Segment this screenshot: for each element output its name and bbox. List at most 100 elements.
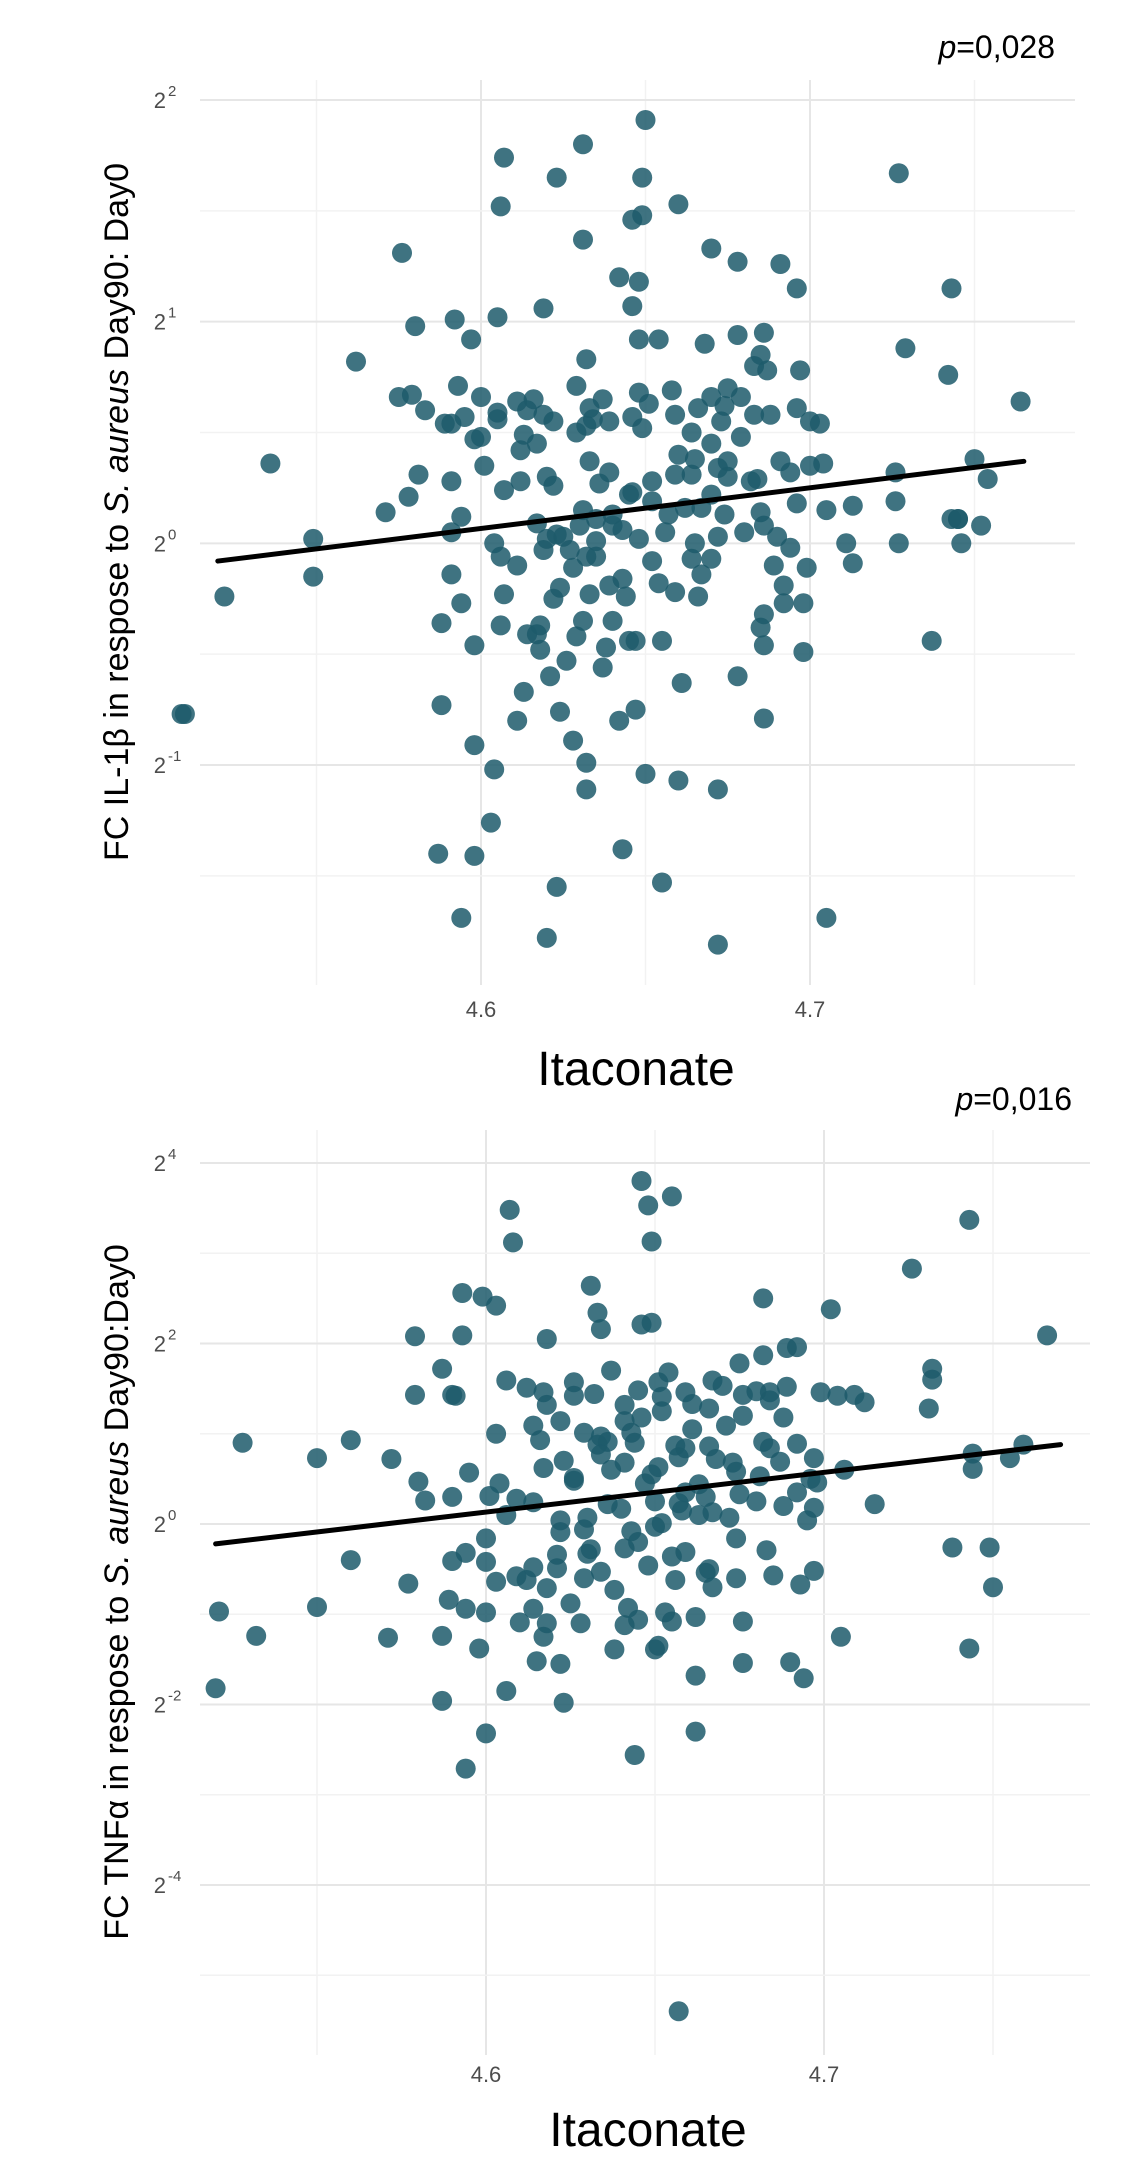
data-point [836, 533, 857, 554]
data-point [547, 1558, 567, 1579]
y-tick-exponent: 0 [168, 526, 176, 543]
data-points [171, 110, 1031, 955]
data-point [971, 515, 992, 536]
data-point [820, 1299, 841, 1320]
data-point [979, 1537, 1000, 1558]
data-point [684, 449, 705, 470]
data-point [631, 1171, 652, 1191]
data-point [174, 704, 195, 724]
x-axis-title: Itaconate [549, 2104, 746, 2157]
y-axis-ticks: 2 22 12 02 -1 [154, 83, 182, 778]
data-point [964, 449, 985, 470]
data-point [714, 504, 735, 525]
data-point [668, 2001, 689, 2022]
data-point [668, 194, 689, 215]
data-point [543, 411, 564, 432]
data-point [246, 1625, 267, 1646]
data-point [464, 735, 485, 756]
data-point [803, 1560, 824, 1581]
data-point [780, 537, 801, 558]
data-point [576, 752, 597, 773]
data-point [536, 1578, 557, 1599]
data-point [486, 1423, 507, 1444]
data-point [601, 1459, 622, 1480]
data-point [533, 540, 554, 560]
data-point [599, 411, 620, 432]
data-point [787, 1482, 807, 1503]
data-point [415, 1490, 436, 1511]
data-point [648, 329, 669, 350]
data-point [668, 770, 689, 791]
data-point [579, 451, 600, 472]
data-point [726, 1528, 747, 1549]
data-point [455, 1598, 476, 1619]
data-point [635, 110, 656, 130]
data-point [499, 1199, 520, 1220]
data-point [691, 564, 712, 585]
data-point [587, 1302, 608, 1323]
data-point [517, 400, 538, 421]
data-point [816, 500, 837, 521]
data-point [563, 557, 584, 578]
x-tick-label: 4.6 [466, 997, 497, 1022]
data-point [732, 1611, 753, 1632]
data-point [661, 1546, 682, 1567]
data-point [573, 610, 593, 631]
data-point [507, 710, 528, 731]
data-point [707, 526, 728, 547]
data-point [714, 395, 735, 416]
y-axis-title: FC IL-1β in respose to S. aureus Day90: … [98, 163, 136, 861]
data-point [628, 271, 649, 292]
data-point [590, 1561, 611, 1582]
x-tick-label: 4.7 [809, 2062, 840, 2087]
data-point [494, 480, 514, 501]
data-point [480, 812, 501, 833]
data-point [507, 555, 528, 576]
data-point [732, 1384, 753, 1405]
data-point [405, 1384, 425, 1405]
y-tick-exponent: -2 [168, 1688, 181, 1705]
data-point [628, 329, 649, 350]
data-point [628, 1609, 649, 1630]
data-point [701, 433, 722, 454]
data-point [756, 1540, 777, 1561]
data-point [809, 413, 830, 434]
y-tick-exponent: 4 [168, 1146, 176, 1163]
data-point [648, 1635, 669, 1656]
data-point [773, 575, 794, 596]
data-point [599, 575, 620, 596]
data-point [546, 167, 567, 188]
data-point [431, 695, 452, 716]
data-point [959, 1209, 980, 1230]
data-point [816, 907, 837, 928]
data-point [432, 1690, 453, 1711]
data-point [474, 455, 495, 476]
data-point [665, 582, 686, 603]
data-point [405, 316, 426, 337]
data-point [461, 329, 482, 350]
data-point [307, 1448, 327, 1469]
y-tick-label: 2 [154, 310, 166, 335]
data-point [803, 1448, 824, 1469]
data-point [378, 1627, 398, 1648]
data-point [392, 242, 412, 263]
data-point [642, 551, 663, 572]
data-point [566, 375, 587, 396]
data-point [442, 1486, 463, 1507]
data-point [577, 1543, 598, 1564]
data-point [773, 1407, 794, 1428]
data-point [476, 1528, 496, 1549]
data-point [530, 639, 551, 660]
data-point [340, 1550, 361, 1571]
data-point [573, 229, 593, 250]
data-point [612, 520, 633, 540]
data-point [699, 1398, 720, 1419]
data-point [854, 1392, 875, 1413]
data-point [888, 163, 909, 184]
x-axis-ticks: 4.6 4.7 [471, 2062, 840, 2087]
data-point [574, 1422, 594, 1443]
data-points [205, 1171, 1058, 2022]
data-point [574, 1519, 594, 1540]
data-point [776, 1338, 797, 1358]
x-axis-title: Itaconate [537, 1043, 734, 1096]
